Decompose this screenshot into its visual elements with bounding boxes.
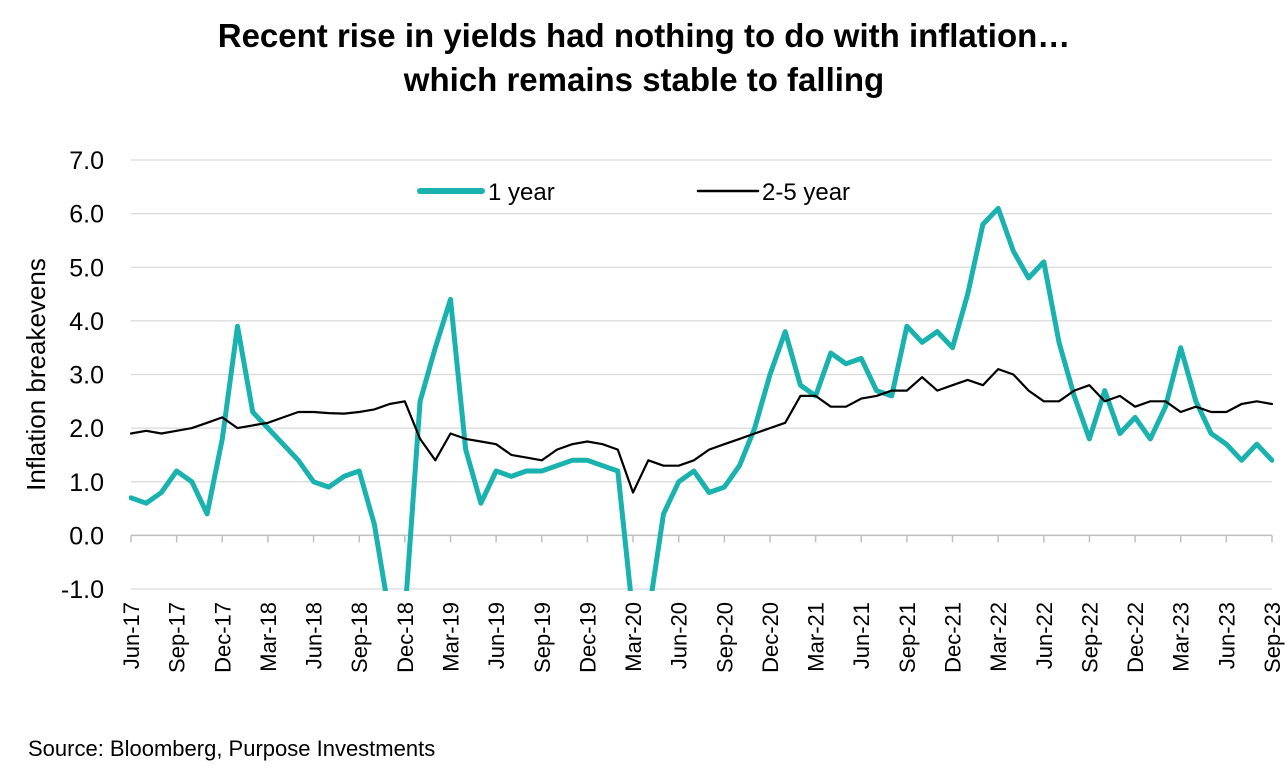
legend-label-2-5-year: 2-5 year — [762, 179, 850, 206]
x-tick-label: Jun-21 — [849, 602, 874, 669]
x-tick-label: Dec-19 — [575, 602, 600, 673]
chart-title-line1: Recent rise in yields had nothing to do … — [217, 17, 1071, 54]
x-tick-label: Dec-18 — [393, 602, 418, 673]
x-tick-label: Mar-18 — [256, 602, 281, 672]
x-tick-label: Jun-19 — [484, 602, 509, 669]
y-tick-label: 3.0 — [69, 362, 104, 390]
x-tick-label: Jun-23 — [1214, 602, 1239, 669]
y-tick-label: 4.0 — [69, 308, 104, 336]
y-tick-label: 0.0 — [69, 522, 104, 550]
x-tick-label: Sep-21 — [895, 602, 920, 673]
x-tick-label: Mar-23 — [1169, 602, 1194, 672]
x-tick-label: Sep-20 — [712, 602, 737, 673]
series-line-1-year — [129, 205, 1274, 591]
x-tick-label: Dec-21 — [941, 602, 966, 673]
x-tick-label: Dec-20 — [758, 602, 783, 673]
y-tick-label: 6.0 — [69, 201, 104, 229]
legend-label-1-year: 1 year — [488, 179, 555, 206]
x-tick-label: Dec-17 — [210, 602, 235, 673]
x-tick-label: Sep-18 — [347, 602, 372, 673]
x-tick-label: Sep-19 — [530, 602, 555, 673]
x-tick-label: Mar-22 — [986, 602, 1011, 672]
x-tick-label: Jun-18 — [302, 602, 327, 669]
series-line-2-5-year — [129, 368, 1274, 494]
x-tick-label: Dec-22 — [1123, 602, 1148, 673]
y-tick-label: 1.0 — [69, 469, 104, 497]
x-tick-label: Sep-23 — [1260, 602, 1285, 673]
y-tick-label: 2.0 — [69, 415, 104, 443]
chart-title-line2: which remains stable to falling — [403, 61, 885, 98]
x-tick-label: Sep-17 — [165, 602, 190, 673]
x-tick-label: Mar-20 — [621, 602, 646, 672]
x-tick-label: Mar-21 — [804, 602, 829, 672]
y-tick-label: 7.0 — [69, 147, 104, 175]
x-tick-label: Jun-22 — [1032, 602, 1057, 669]
source-note: Source: Bloomberg, Purpose Investments — [28, 736, 436, 761]
x-tick-label: Mar-19 — [438, 602, 463, 672]
x-tick-label: Sep-22 — [1077, 602, 1102, 673]
y-axis-label: Inflation breakevens — [21, 258, 51, 491]
y-tick-label: 5.0 — [69, 254, 104, 282]
x-tick-label: Jun-17 — [119, 602, 144, 669]
y-tick-label: -1.0 — [61, 576, 104, 604]
chart-title: Recent rise in yields had nothing to do … — [0, 14, 1288, 102]
x-tick-label: Jun-20 — [667, 602, 692, 669]
